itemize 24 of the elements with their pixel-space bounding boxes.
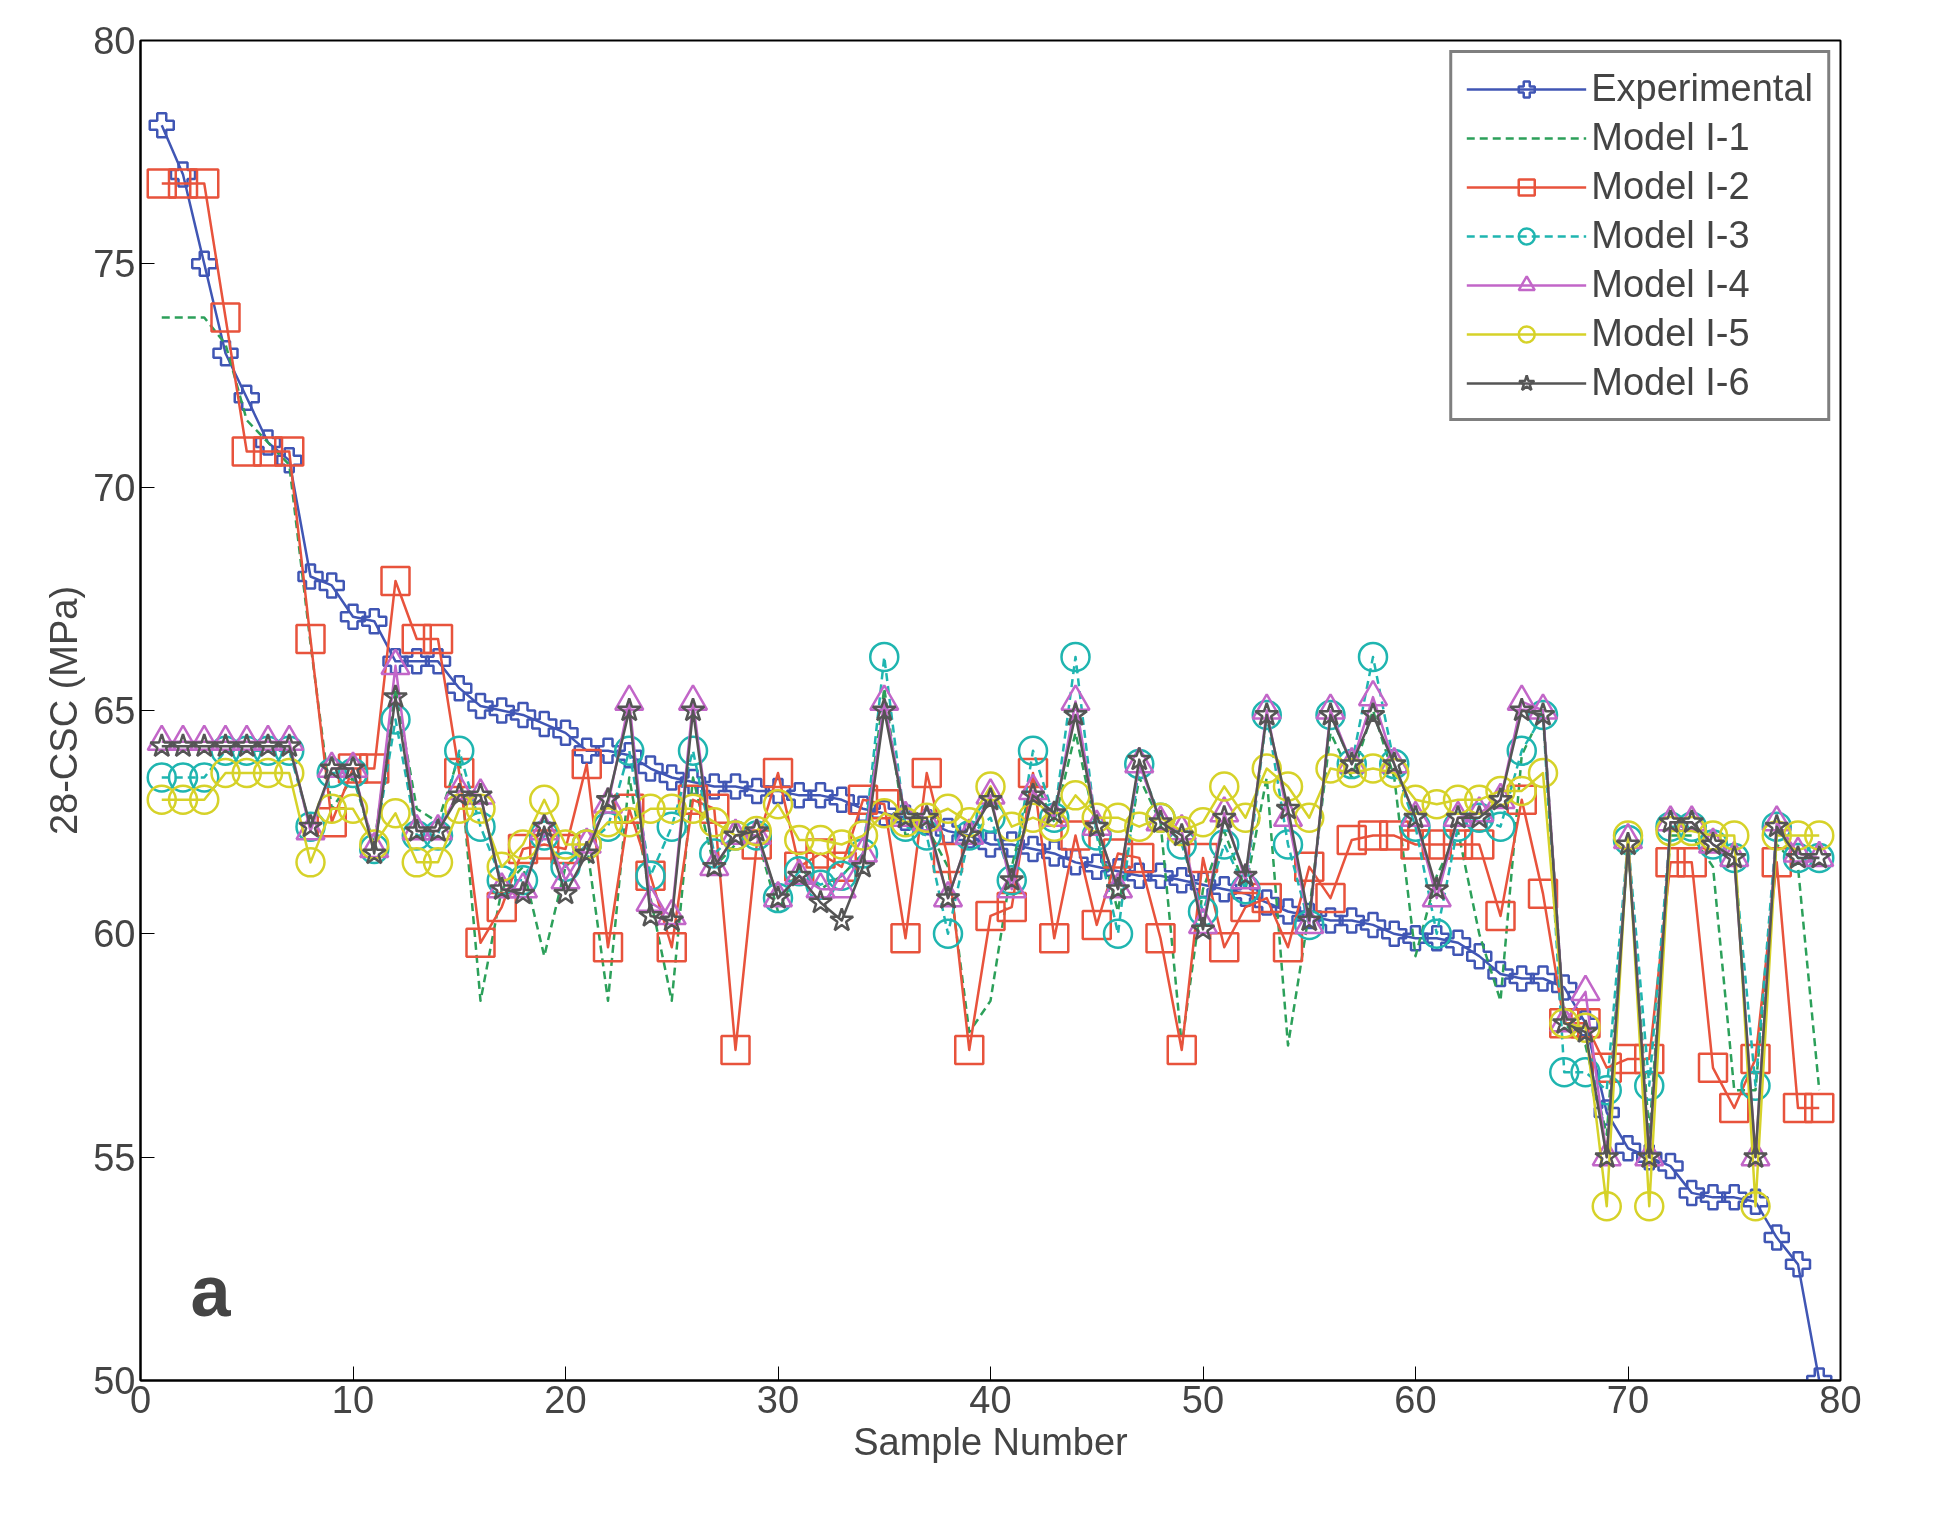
legend-label: Model I-5 xyxy=(1591,312,1750,355)
y-tick-label: 60 xyxy=(93,913,136,956)
x-tick-label: 30 xyxy=(756,1378,800,1421)
legend-label: Model I-6 xyxy=(1591,361,1750,404)
x-tick-label: 70 xyxy=(1606,1378,1650,1421)
legend-label: Model I-2 xyxy=(1591,165,1750,208)
x-tick-label: 80 xyxy=(1819,1378,1862,1421)
legend-label: Model I-4 xyxy=(1591,263,1750,306)
y-tick-label: 75 xyxy=(93,243,136,286)
x-tick-label: 20 xyxy=(544,1378,587,1421)
y-tick-label: 55 xyxy=(93,1136,136,1179)
y-axis-title: 28-CSC (MPa) xyxy=(43,585,86,836)
annotation: a xyxy=(190,1250,232,1331)
x-tick-label: 10 xyxy=(331,1378,375,1421)
legend-label: Model I-1 xyxy=(1591,116,1750,159)
y-tick-label: 65 xyxy=(93,690,136,732)
x-tick-label: 60 xyxy=(1394,1378,1437,1421)
x-axis-title: Sample Number xyxy=(853,1420,1129,1463)
y-tick-label: 80 xyxy=(93,20,136,62)
x-tick-label: 40 xyxy=(969,1378,1012,1421)
legend-label: Experimental xyxy=(1591,67,1813,110)
x-tick-label: 50 xyxy=(1181,1378,1225,1421)
legend-label: Model I-3 xyxy=(1591,214,1750,257)
y-tick-label: 70 xyxy=(93,466,136,509)
